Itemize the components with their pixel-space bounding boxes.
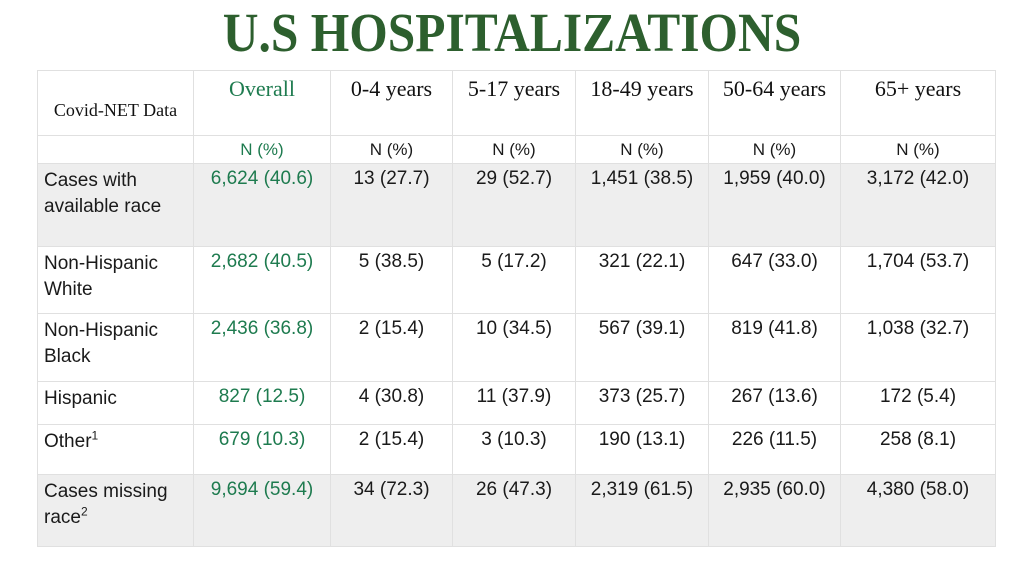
value-cell: 2,935 (60.0) — [708, 474, 841, 547]
value-cell: 258 (8.1) — [840, 424, 996, 475]
subheader-row: N (%) N (%) N (%) N (%) N (%) N (%) — [37, 135, 996, 164]
table-row-non-hispanic-black: Non-Hispanic Black 2,436 (36.8) 2 (15.4)… — [37, 313, 996, 382]
table-row-hispanic: Hispanic 827 (12.5) 4 (30.8) 11 (37.9) 3… — [37, 381, 996, 425]
row-label-text: Cases missing race — [44, 481, 168, 528]
value-cell: 1,704 (53.7) — [840, 246, 996, 314]
row-label: Cases with available race — [37, 163, 194, 247]
col-header-overall: Overall — [193, 70, 331, 136]
row-label: Other1 — [37, 424, 194, 475]
value-cell: 567 (39.1) — [575, 313, 709, 382]
value-cell: 26 (47.3) — [452, 474, 576, 547]
subheader-empty-cell — [37, 135, 194, 164]
value-cell: 4,380 (58.0) — [840, 474, 996, 547]
row-label: Cases missing race2 — [37, 474, 194, 547]
value-cell: 226 (11.5) — [708, 424, 841, 475]
value-cell: 2 (15.4) — [330, 313, 453, 382]
value-cell: 190 (13.1) — [575, 424, 709, 475]
table-row-cases-with-available-race: Cases with available race 6,624 (40.6) 1… — [37, 163, 996, 247]
value-cell: 827 (12.5) — [193, 381, 331, 425]
value-cell: 9,694 (59.4) — [193, 474, 331, 547]
row-label-superscript: 2 — [80, 504, 88, 519]
value-cell: 11 (37.9) — [452, 381, 576, 425]
header-row: Covid-NET Data Overall 0-4 years 5-17 ye… — [37, 70, 996, 136]
col-header-18-49-years: 18-49 years — [575, 70, 709, 136]
value-cell: 819 (41.8) — [708, 313, 841, 382]
value-cell: 172 (5.4) — [840, 381, 996, 425]
table-row-cases-missing-race: Cases missing race2 9,694 (59.4) 34 (72.… — [37, 474, 996, 547]
hospitalizations-table: Covid-NET Data Overall 0-4 years 5-17 ye… — [37, 70, 996, 547]
value-cell: 2,319 (61.5) — [575, 474, 709, 547]
subheader-cell: N (%) — [452, 135, 576, 164]
subheader-cell: N (%) — [330, 135, 453, 164]
row-label-text: Other — [44, 431, 92, 452]
subheader-cell: N (%) — [708, 135, 841, 164]
subheader-cell: N (%) — [575, 135, 709, 164]
col-header-50-64-years: 50-64 years — [708, 70, 841, 136]
col-header-0-4-years: 0-4 years — [330, 70, 453, 136]
value-cell: 1,959 (40.0) — [708, 163, 841, 247]
subheader-cell: N (%) — [840, 135, 996, 164]
value-cell: 29 (52.7) — [452, 163, 576, 247]
col-header-5-17-years: 5-17 years — [452, 70, 576, 136]
value-cell: 6,624 (40.6) — [193, 163, 331, 247]
col-header-65-plus-years: 65+ years — [840, 70, 996, 136]
row-label-text: Cases with available race — [44, 170, 162, 217]
value-cell: 321 (22.1) — [575, 246, 709, 314]
value-cell: 5 (17.2) — [452, 246, 576, 314]
row-label: Non-Hispanic Black — [37, 313, 194, 382]
row-label-text: Non-Hispanic White — [44, 253, 159, 300]
value-cell: 679 (10.3) — [193, 424, 331, 475]
row-label-text: Hispanic — [44, 388, 117, 409]
value-cell: 1,038 (32.7) — [840, 313, 996, 382]
value-cell: 267 (13.6) — [708, 381, 841, 425]
value-cell: 10 (34.5) — [452, 313, 576, 382]
value-cell: 2,436 (36.8) — [193, 313, 331, 382]
row-label-superscript: 1 — [91, 428, 99, 443]
value-cell: 647 (33.0) — [708, 246, 841, 314]
value-cell: 4 (30.8) — [330, 381, 453, 425]
value-cell: 373 (25.7) — [575, 381, 709, 425]
page-title: U.S HOSPITALIZATIONS — [222, 2, 802, 63]
value-cell: 3 (10.3) — [452, 424, 576, 475]
table-row-non-hispanic-white: Non-Hispanic White 2,682 (40.5) 5 (38.5)… — [37, 246, 996, 314]
subheader-cell-overall: N (%) — [193, 135, 331, 164]
value-cell: 1,451 (38.5) — [575, 163, 709, 247]
value-cell: 3,172 (42.0) — [840, 163, 996, 247]
value-cell: 2 (15.4) — [330, 424, 453, 475]
value-cell: 2,682 (40.5) — [193, 246, 331, 314]
row-label: Non-Hispanic White — [37, 246, 194, 314]
row-label: Hispanic — [37, 381, 194, 425]
value-cell: 5 (38.5) — [330, 246, 453, 314]
value-cell: 13 (27.7) — [330, 163, 453, 247]
corner-header-cell: Covid-NET Data — [37, 70, 194, 136]
value-cell: 34 (72.3) — [330, 474, 453, 547]
row-label-text: Non-Hispanic Black — [44, 320, 159, 367]
table-row-other: Other1 679 (10.3) 2 (15.4) 3 (10.3) 190 … — [37, 424, 996, 475]
